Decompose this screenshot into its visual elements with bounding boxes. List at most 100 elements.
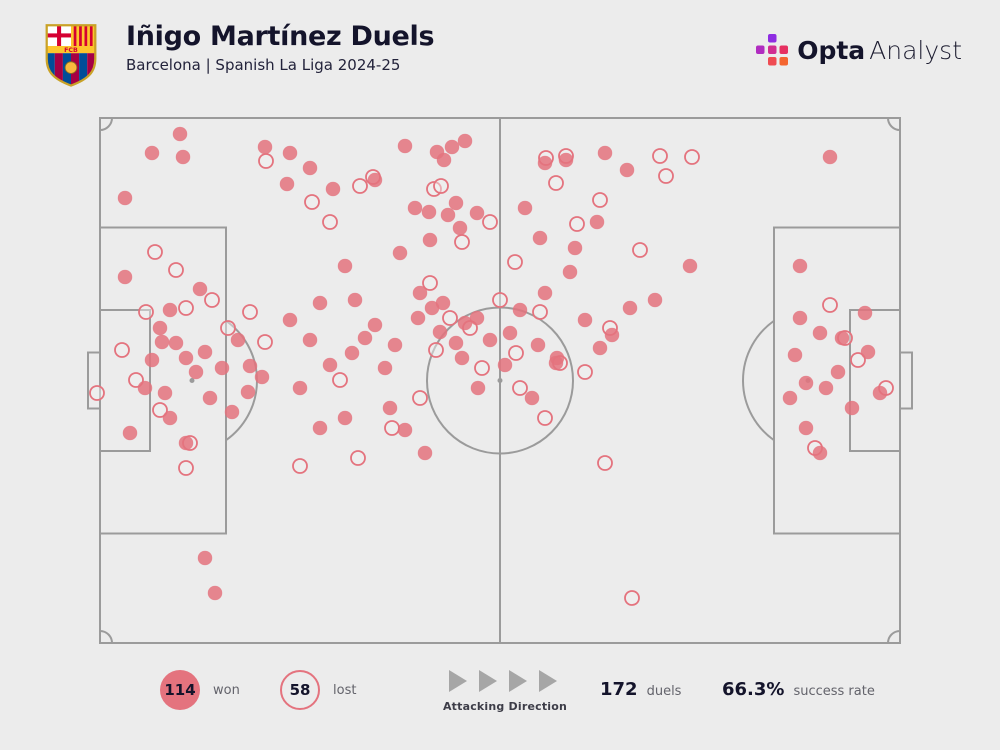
duel-lost-dot bbox=[548, 175, 564, 191]
duel-won-dot bbox=[822, 149, 838, 165]
duel-won-dot bbox=[421, 204, 437, 220]
duel-lost-dot bbox=[322, 214, 338, 230]
duel-lost-dot bbox=[597, 455, 613, 471]
duel-won-dot bbox=[792, 310, 808, 326]
duel-lost-dot bbox=[658, 168, 674, 184]
duel-won-dot bbox=[532, 230, 548, 246]
duel-won-dot bbox=[117, 269, 133, 285]
pitch-markings bbox=[87, 117, 913, 644]
opta-squares-icon bbox=[756, 34, 789, 66]
duel-won-dot bbox=[282, 145, 298, 161]
duel-won-dot bbox=[860, 344, 876, 360]
duel-lost-dot bbox=[652, 148, 668, 164]
duel-won-dot bbox=[214, 360, 230, 376]
duel-won-dot bbox=[322, 357, 338, 373]
duel-lost-dot bbox=[384, 420, 400, 436]
duel-won-dot bbox=[279, 176, 295, 192]
duel-won-dot bbox=[162, 302, 178, 318]
duel-won-dot bbox=[597, 145, 613, 161]
duel-lost-dot bbox=[442, 310, 458, 326]
duel-won-dot bbox=[857, 305, 873, 321]
duel-won-dot bbox=[157, 385, 173, 401]
duel-won-dot bbox=[444, 139, 460, 155]
duel-won-dot bbox=[144, 352, 160, 368]
duel-points-layer bbox=[89, 126, 894, 606]
duel-won-dot bbox=[387, 337, 403, 353]
duel-won-dot bbox=[457, 133, 473, 149]
duel-won-dot bbox=[192, 281, 208, 297]
duel-won-dot bbox=[257, 139, 273, 155]
opta-analyst-logo: Opta Analyst bbox=[756, 34, 962, 66]
duel-won-dot bbox=[589, 214, 605, 230]
duel-won-dot bbox=[144, 145, 160, 161]
duel-won-dot bbox=[454, 350, 470, 366]
duel-won-dot bbox=[792, 258, 808, 274]
duel-lost-dot bbox=[89, 385, 105, 401]
right-six-yard-box bbox=[849, 309, 901, 452]
duel-lost-dot bbox=[178, 300, 194, 316]
attacking-direction-label: Attacking Direction bbox=[442, 700, 568, 713]
duel-won-dot bbox=[407, 200, 423, 216]
left-goal bbox=[87, 351, 101, 410]
duel-won-dot bbox=[282, 312, 298, 328]
duel-lost-dot bbox=[454, 234, 470, 250]
duel-won-dot bbox=[798, 375, 814, 391]
duel-won-dot bbox=[517, 200, 533, 216]
duel-won-dot bbox=[410, 310, 426, 326]
duel-lost-dot bbox=[512, 380, 528, 396]
right-penalty-area bbox=[773, 226, 901, 535]
duel-won-dot bbox=[137, 380, 153, 396]
duel-lost-dot bbox=[412, 390, 428, 406]
duel-won-dot bbox=[357, 330, 373, 346]
duel-won-dot bbox=[592, 340, 608, 356]
duel-lost-dot bbox=[147, 244, 163, 260]
duel-lost-dot bbox=[537, 410, 553, 426]
duel-won-dot bbox=[622, 300, 638, 316]
duel-won-dot bbox=[292, 380, 308, 396]
duel-won-dot bbox=[512, 302, 528, 318]
duel-won-dot bbox=[577, 312, 593, 328]
corner-arc bbox=[99, 117, 113, 131]
duel-won-dot bbox=[647, 292, 663, 308]
lost-legend: 58 lost bbox=[280, 670, 356, 710]
duel-won-dot bbox=[188, 364, 204, 380]
duel-lost-dot bbox=[242, 304, 258, 320]
duel-won-dot bbox=[440, 207, 456, 223]
duel-lost-dot bbox=[152, 402, 168, 418]
duel-lost-dot bbox=[577, 364, 593, 380]
duel-won-dot bbox=[844, 400, 860, 416]
duel-lost-dot bbox=[632, 242, 648, 258]
duel-lost-dot bbox=[492, 292, 508, 308]
duel-lost-dot bbox=[428, 342, 444, 358]
duel-lost-dot bbox=[507, 254, 523, 270]
corner-arc bbox=[99, 630, 113, 644]
won-count: 114 bbox=[164, 681, 196, 699]
won-legend: 114 won bbox=[160, 670, 240, 710]
page-subtitle: Barcelona | Spanish La Liga 2024-25 bbox=[126, 55, 401, 74]
duel-won-dot bbox=[197, 550, 213, 566]
duel-won-dot bbox=[377, 360, 393, 376]
duel-won-dot bbox=[469, 310, 485, 326]
duel-won-dot bbox=[548, 355, 564, 371]
duel-won-dot bbox=[197, 344, 213, 360]
duel-won-dot bbox=[168, 335, 184, 351]
duel-won-dot bbox=[567, 240, 583, 256]
duel-won-dot bbox=[604, 327, 620, 343]
duel-lost-dot bbox=[114, 342, 130, 358]
duel-lost-dot bbox=[292, 458, 308, 474]
duel-won-dot bbox=[152, 320, 168, 336]
duel-won-dot bbox=[367, 317, 383, 333]
duel-lost-dot bbox=[304, 194, 320, 210]
duel-won-dot bbox=[619, 162, 635, 178]
centre-spot bbox=[497, 378, 503, 383]
svg-text:FCB: FCB bbox=[64, 47, 78, 54]
attacking-direction: Attacking Direction bbox=[440, 668, 570, 713]
duels-value: 172 bbox=[600, 679, 638, 700]
duel-won-dot bbox=[178, 435, 194, 451]
success-rate-label: success rate bbox=[793, 684, 875, 699]
duel-won-dot bbox=[682, 258, 698, 274]
duel-won-dot bbox=[424, 300, 440, 316]
duel-won-dot bbox=[562, 264, 578, 280]
duel-lost-dot bbox=[258, 153, 274, 169]
duel-won-dot bbox=[382, 400, 398, 416]
